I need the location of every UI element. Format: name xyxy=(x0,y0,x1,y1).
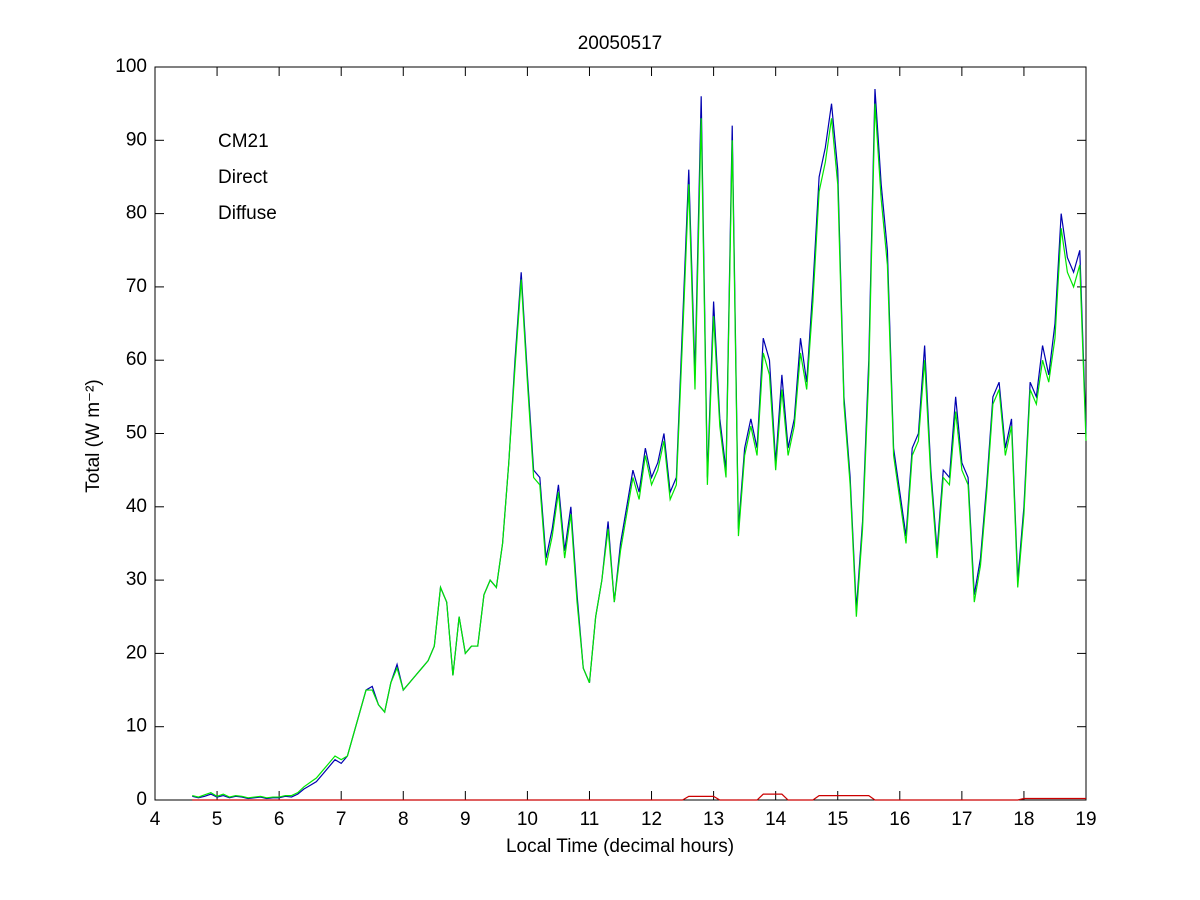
y-tick-label: 90 xyxy=(126,129,147,150)
x-axis-label: Local Time (decimal hours) xyxy=(506,836,734,857)
y-tick-label: 60 xyxy=(126,349,147,370)
x-tick-label: 4 xyxy=(150,809,161,830)
x-tick-label: 12 xyxy=(641,809,662,830)
x-tick-label: 13 xyxy=(703,809,724,830)
x-tick-label: 16 xyxy=(889,809,910,830)
series-line xyxy=(192,793,1086,801)
y-tick-label: 50 xyxy=(126,423,147,444)
y-tick-label: 70 xyxy=(126,276,147,297)
legend-entry: CM21 xyxy=(218,131,269,152)
series-line xyxy=(192,103,1087,799)
y-tick-label: 10 xyxy=(126,716,147,737)
x-tick-label: 9 xyxy=(460,809,471,830)
x-tick-label: 19 xyxy=(1075,809,1096,830)
y-tick-label: 0 xyxy=(136,789,147,810)
chart-title: 20050517 xyxy=(578,33,663,54)
y-tick-label: 20 xyxy=(126,642,147,663)
legend-entry: Diffuse xyxy=(218,203,277,224)
x-tick-label: 7 xyxy=(336,809,347,830)
y-tick-label: 40 xyxy=(126,496,147,517)
x-tick-label: 15 xyxy=(827,809,848,830)
x-tick-label: 14 xyxy=(765,809,787,830)
y-tick-label: 100 xyxy=(115,56,147,77)
y-tick-label: 80 xyxy=(126,203,147,224)
x-tick-label: 11 xyxy=(580,809,600,830)
y-tick-label: 30 xyxy=(126,569,147,590)
x-tick-label: 6 xyxy=(274,809,285,830)
x-tick-label: 5 xyxy=(212,809,223,830)
x-tick-label: 18 xyxy=(1013,809,1034,830)
x-tick-label: 17 xyxy=(951,809,972,830)
x-tick-label: 8 xyxy=(398,809,409,830)
legend-entry: Direct xyxy=(218,167,268,188)
y-axis-label: Total (W m⁻²) xyxy=(83,379,104,492)
x-tick-label: 10 xyxy=(517,809,538,830)
